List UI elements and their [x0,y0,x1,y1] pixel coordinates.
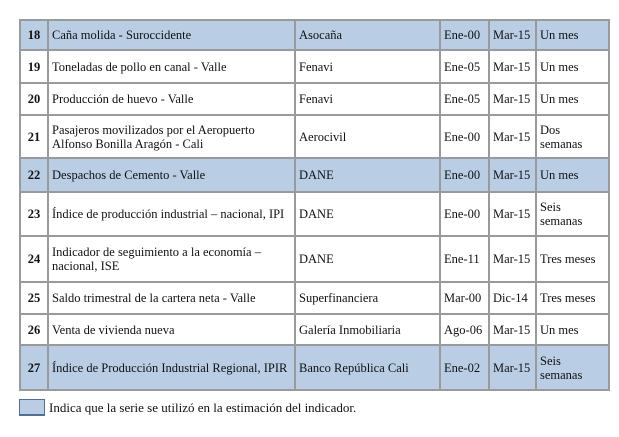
series-name: Indicador de seguimiento a la economía –… [47,235,296,283]
frequency: Un mes [535,49,610,84]
legend-text: Indica que la serie se utilizó en la est… [49,399,357,415]
row-number: 18 [19,19,49,51]
row-number: 21 [19,114,49,159]
series-source: DANE [294,235,441,283]
table-row: 26 Venta de vivienda nueva Galería Inmobil… [19,313,610,346]
series-name: Saldo trimestral de la cartera neta - Va… [47,281,296,315]
series-source: Galería Inmobiliaria [294,313,441,346]
table-row: 18 Caña molida - Suroccidente Asocaña Ene-0… [19,19,610,51]
end-date: Mar-15 [488,82,537,116]
legend-swatch [19,399,45,416]
table-row: 24 Indicador de seguimiento a la economía… [19,235,610,283]
start-date: Ene-00 [439,191,490,237]
frequency: Seis semanas [535,344,610,391]
end-date: Mar-15 [488,157,537,193]
series-name: Caña molida - Suroccidente [47,19,296,51]
row-number: 25 [19,281,49,315]
end-date: Mar-15 [488,191,537,237]
table-row: 27 Índice de Producción Industrial Region… [19,344,610,391]
series-name: Pasajeros movilizados por el Aeropuerto … [47,114,296,159]
series-name: Índice de producción industrial – nacion… [47,191,296,237]
frequency: Un mes [535,313,610,346]
series-name: Toneladas de pollo en canal - Valle [47,49,296,84]
series-source: Asocaña [294,19,441,51]
end-date: Mar-15 [488,19,537,51]
table-row: 25 Saldo trimestral de la cartera neta - … [19,281,610,315]
frequency: Un mes [535,157,610,193]
end-date: Mar-15 [488,313,537,346]
series-name: Índice de Producción Industrial Regional… [47,344,296,391]
series-source: DANE [294,157,441,193]
series-source: Banco República Cali [294,344,441,391]
start-date: Ene-05 [439,82,490,116]
row-number: 23 [19,191,49,237]
series-name: Venta de vivienda nueva [47,313,296,346]
table-row: 22 Despachos de Cemento - Valle DANE Ene-00… [19,157,610,193]
series-source: DANE [294,191,441,237]
start-date: Ene-11 [439,235,490,283]
start-date: Ene-05 [439,49,490,84]
frequency: Un mes [535,19,610,51]
start-date: Ene-00 [439,19,490,51]
row-number: 20 [19,82,49,116]
end-date: Mar-15 [488,114,537,159]
table-row: 21 Pasajeros movilizados por el Aeropuert… [19,114,610,159]
start-date: Ago-06 [439,313,490,346]
table-row: 20 Producción de huevo - Valle Fenavi Ene-0… [19,82,610,116]
series-name: Despachos de Cemento - Valle [47,157,296,193]
series-table: 18 Caña molida - Suroccidente Asocaña Ene-0… [19,19,610,391]
series-source: Superfinanciera [294,281,441,315]
end-date: Mar-15 [488,49,537,84]
start-date: Ene-00 [439,157,490,193]
start-date: Ene-02 [439,344,490,391]
end-date: Dic-14 [488,281,537,315]
series-source: Fenavi [294,49,441,84]
frequency: Dos semanas [535,114,610,159]
end-date: Mar-15 [488,344,537,391]
frequency: Tres meses [535,235,610,283]
row-number: 22 [19,157,49,193]
row-number: 24 [19,235,49,283]
series-source: Aerocivil [294,114,441,159]
series-name: Producción de huevo - Valle [47,82,296,116]
series-source: Fenavi [294,82,441,116]
frequency: Un mes [535,82,610,116]
row-number: 26 [19,313,49,346]
table-row: 19 Toneladas de pollo en canal - Valle Fen… [19,49,610,84]
start-date: Mar-00 [439,281,490,315]
table-row: 23 Índice de producción industrial – naci… [19,191,610,237]
start-date: Ene-00 [439,114,490,159]
row-number: 27 [19,344,49,391]
frequency: Tres meses [535,281,610,315]
row-number: 19 [19,49,49,84]
frequency: Seis semanas [535,191,610,237]
legend: Indica que la serie se utilizó en la est… [19,399,356,416]
end-date: Mar-15 [488,235,537,283]
